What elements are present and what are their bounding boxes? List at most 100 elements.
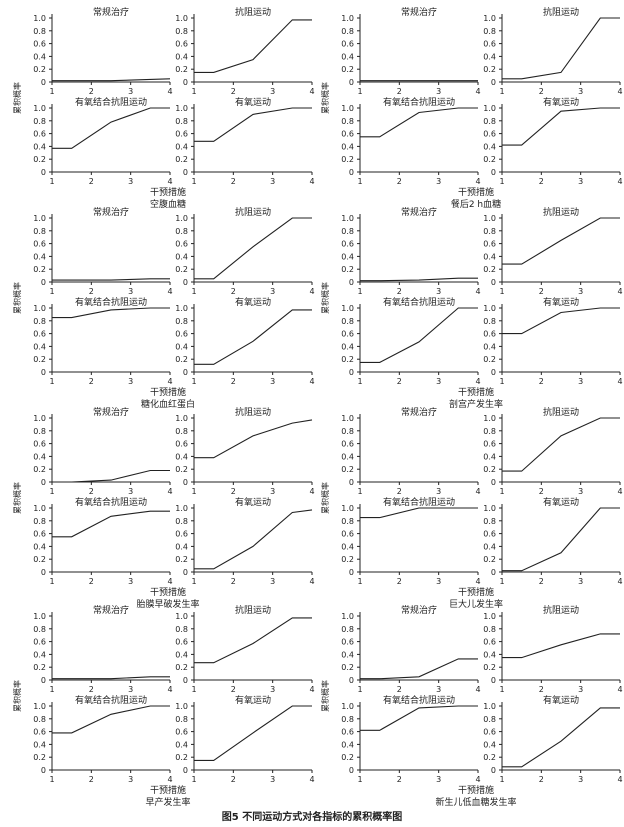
figure-caption: 图5 不同运动方式对各指标的累积概率图: [221, 812, 403, 823]
y-tick-label: 1.0: [483, 702, 496, 711]
x-tick-label: 2: [231, 487, 236, 496]
subplot: 0 0.2 0.4 0.6 0.8 1.0 1 2 3 4 有氧运动: [483, 96, 622, 186]
chart-group: 00.20.40.60.81.01 2 3 4常规治疗00.20.40.60.81.0…: [12, 406, 315, 610]
y-tick-label: 0.6: [33, 40, 46, 49]
series-line: [194, 217, 312, 280]
x-tick-label: 3: [270, 487, 275, 496]
y-tick-label: 0.8: [175, 317, 188, 326]
y-tick-label: 0: [183, 766, 188, 775]
x-tick-label: 4: [309, 487, 314, 496]
y-tick-label: 1.0: [175, 612, 188, 621]
series-line: [52, 307, 170, 319]
x-tick-label: 3: [436, 177, 441, 186]
y-tick-label: 0.4: [341, 342, 354, 351]
subplot-title: 有氧运动: [543, 496, 579, 508]
x-tick-label: 2: [89, 87, 94, 96]
x-tick-label: 1: [191, 577, 196, 586]
chart-title: 空腹血糖: [150, 198, 186, 210]
y-tick-label: 1.0: [33, 304, 46, 313]
x-tick-label: 1: [357, 685, 362, 694]
y-tick-label: 0.8: [33, 227, 46, 236]
y-tick-label: 0.8: [341, 625, 354, 634]
y-tick-label: 0.4: [483, 740, 496, 749]
x-axis-label: 干预措施: [150, 386, 186, 398]
y-tick-label: 1.0: [33, 414, 46, 423]
x-tick-label: 3: [128, 177, 133, 186]
series-line: [194, 617, 312, 664]
y-tick-label: 0: [183, 78, 188, 87]
subplot-title: 常规治疗: [401, 604, 437, 616]
y-axis-label: 累积概率: [320, 82, 330, 114]
y-tick-label: 0.2: [33, 355, 46, 364]
x-tick-label: 2: [397, 487, 402, 496]
subplot-title: 有氧运动: [235, 694, 271, 706]
subplot-title: 有氧运动: [235, 96, 271, 108]
y-tick-label: 0.6: [483, 530, 496, 539]
subplot-title: 有氧结合抗阻运动: [383, 496, 455, 508]
y-tick-label: 0.4: [175, 740, 188, 749]
x-tick-label: 3: [128, 87, 133, 96]
y-tick-label: 0.2: [33, 555, 46, 564]
series-line: [194, 19, 312, 73]
y-tick-label: 0: [349, 278, 354, 287]
x-tick-label: 1: [499, 577, 504, 586]
x-axis-label: 干预措施: [458, 386, 494, 398]
y-tick-label: 0: [183, 676, 188, 685]
x-tick-label: 1: [499, 287, 504, 296]
chart-title: 早产发生率: [145, 796, 190, 808]
x-tick-label: 4: [617, 487, 622, 496]
x-tick-label: 3: [128, 577, 133, 586]
y-tick-label: 1.0: [175, 702, 188, 711]
y-tick-label: 0: [491, 168, 496, 177]
x-tick-label: 1: [357, 577, 362, 586]
y-tick-label: 0.2: [175, 355, 188, 364]
y-tick-label: 1.0: [33, 104, 46, 113]
y-tick-label: 0.2: [33, 465, 46, 474]
series-line: [52, 676, 170, 680]
x-tick-label: 1: [499, 377, 504, 386]
x-tick-label: 1: [49, 775, 54, 784]
y-tick-label: 0.4: [483, 342, 496, 351]
y-tick-label: 0: [41, 78, 46, 87]
chart-title: 剖宫产发生率: [449, 398, 503, 410]
x-tick-label: 2: [89, 377, 94, 386]
x-tick-label: 1: [357, 287, 362, 296]
x-tick-label: 4: [475, 685, 480, 694]
y-tick-label: 0.6: [341, 330, 354, 339]
x-tick-label: 3: [436, 685, 441, 694]
x-tick-label: 4: [617, 577, 622, 586]
y-tick-label: 0.2: [33, 65, 46, 74]
y-tick-label: 0.6: [175, 330, 188, 339]
y-tick-label: 0: [491, 676, 496, 685]
x-tick-label: 1: [49, 287, 54, 296]
chart-group: 00.20.40.60.81.01 2 3 4常规治疗00.20.40.60.81.0…: [320, 406, 623, 610]
y-tick-label: 0.4: [33, 52, 46, 61]
x-axis-label: 干预措施: [150, 784, 186, 796]
y-tick-label: 0: [41, 766, 46, 775]
y-tick-label: 1.0: [483, 214, 496, 223]
y-tick-label: 0.2: [33, 265, 46, 274]
y-tick-label: 0: [349, 368, 354, 377]
y-tick-label: 0.2: [33, 155, 46, 164]
x-tick-label: 2: [231, 577, 236, 586]
y-axis-label: 累积概率: [320, 482, 330, 514]
series-line: [52, 510, 170, 538]
y-tick-label: 0.4: [483, 142, 496, 151]
y-tick-label: 0.8: [33, 517, 46, 526]
x-tick-label: 3: [578, 287, 583, 296]
y-tick-label: 0.8: [33, 625, 46, 634]
y-tick-label: 0.6: [33, 440, 46, 449]
y-tick-label: 1.0: [175, 414, 188, 423]
x-tick-label: 3: [270, 177, 275, 186]
x-tick-label: 4: [617, 287, 622, 296]
y-tick-label: 0: [491, 478, 496, 487]
x-tick-label: 3: [128, 377, 133, 386]
y-tick-label: 0.6: [483, 240, 496, 249]
subplot-title: 抗阻运动: [235, 604, 271, 616]
y-tick-label: 1.0: [33, 14, 46, 23]
y-tick-label: 0.4: [175, 452, 188, 461]
x-axis-label: 干预措施: [150, 186, 186, 198]
x-tick-label: 4: [475, 377, 480, 386]
subplot: 0 0.2 0.4 0.6 0.8 1.0 1 2 3 4 有氧运动: [175, 296, 314, 386]
subplot: 0 0.2 0.4 0.6 0.8 1.0 1 2 3 4 常规治疗: [341, 604, 480, 694]
